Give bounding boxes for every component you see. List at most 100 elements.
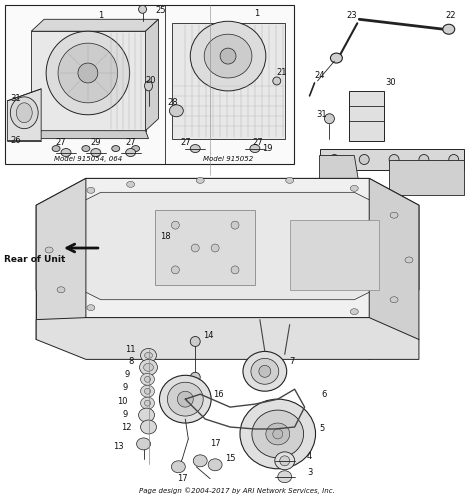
Text: 21: 21 [276,69,287,78]
Text: 22: 22 [446,11,456,20]
Ellipse shape [46,31,129,115]
Text: 19: 19 [263,144,273,153]
Ellipse shape [145,81,153,91]
Ellipse shape [141,420,156,434]
Polygon shape [319,155,359,190]
Ellipse shape [266,423,290,445]
Ellipse shape [16,103,32,123]
Ellipse shape [280,456,290,466]
Text: 27: 27 [253,138,263,147]
Polygon shape [31,31,146,130]
Ellipse shape [10,97,38,128]
Ellipse shape [82,145,90,151]
Polygon shape [155,210,255,285]
Ellipse shape [137,438,151,450]
Text: Rear of Unit: Rear of Unit [4,255,66,264]
Text: 18: 18 [160,232,171,241]
Text: 16: 16 [213,390,223,399]
Polygon shape [146,19,158,130]
Ellipse shape [275,452,295,470]
Text: 7: 7 [289,357,294,366]
Ellipse shape [78,63,98,83]
Ellipse shape [443,24,455,34]
Text: 17: 17 [210,439,220,448]
Text: 4: 4 [307,452,312,461]
Ellipse shape [330,53,342,63]
Text: 25: 25 [155,6,166,15]
Ellipse shape [190,144,200,152]
Ellipse shape [132,145,139,151]
Ellipse shape [191,244,199,252]
Text: 1: 1 [98,11,103,20]
Text: 31: 31 [10,94,21,104]
Ellipse shape [231,221,239,229]
Polygon shape [36,318,419,360]
Polygon shape [290,220,379,290]
Ellipse shape [220,48,236,64]
Text: 27: 27 [180,138,191,147]
Text: 9: 9 [124,370,129,379]
Ellipse shape [141,397,155,409]
Text: 5: 5 [319,424,324,433]
Text: 12: 12 [121,422,132,431]
Ellipse shape [250,144,260,152]
Ellipse shape [127,181,135,187]
Bar [5,5,294,164]
Ellipse shape [138,408,155,422]
Ellipse shape [91,148,101,156]
Ellipse shape [159,375,211,423]
Ellipse shape [141,349,156,363]
Ellipse shape [145,388,151,394]
Ellipse shape [405,257,413,263]
Ellipse shape [286,177,294,183]
Polygon shape [36,178,86,340]
Ellipse shape [138,5,146,13]
Text: 17: 17 [177,474,188,483]
Ellipse shape [58,43,118,103]
Ellipse shape [145,353,153,359]
Ellipse shape [240,399,316,469]
Ellipse shape [45,247,53,253]
Text: 27: 27 [56,138,66,147]
Ellipse shape [329,154,339,164]
Text: 9: 9 [122,383,128,392]
Ellipse shape [139,360,157,375]
Ellipse shape [144,364,154,372]
Ellipse shape [449,154,459,164]
Ellipse shape [61,148,71,156]
Polygon shape [319,148,464,170]
Polygon shape [369,178,419,360]
Ellipse shape [259,366,271,377]
Ellipse shape [208,459,222,471]
Polygon shape [173,23,285,138]
Ellipse shape [211,244,219,252]
Ellipse shape [172,221,179,229]
Text: 30: 30 [386,78,396,88]
Ellipse shape [350,309,358,315]
Text: 3: 3 [307,468,312,477]
Polygon shape [38,130,148,138]
Text: Model 915054, 064: Model 915054, 064 [54,155,122,161]
Ellipse shape [52,145,60,151]
Ellipse shape [112,145,120,151]
Ellipse shape [172,266,179,274]
Ellipse shape [243,352,287,391]
Ellipse shape [204,34,252,78]
Text: 26: 26 [10,136,21,145]
Ellipse shape [190,337,200,347]
Ellipse shape [252,410,304,458]
Ellipse shape [251,359,279,384]
Polygon shape [349,91,384,140]
Text: 14: 14 [203,331,213,340]
Ellipse shape [126,148,136,156]
Ellipse shape [57,287,65,293]
Ellipse shape [273,77,281,85]
Text: 10: 10 [118,396,128,406]
Ellipse shape [145,400,151,406]
Ellipse shape [87,305,95,311]
Ellipse shape [145,376,151,382]
Text: Page design ©2004-2017 by ARI Network Services, Inc.: Page design ©2004-2017 by ARI Network Se… [139,488,335,494]
Text: 8: 8 [128,357,133,366]
Text: 15: 15 [225,454,235,463]
Polygon shape [61,192,394,300]
